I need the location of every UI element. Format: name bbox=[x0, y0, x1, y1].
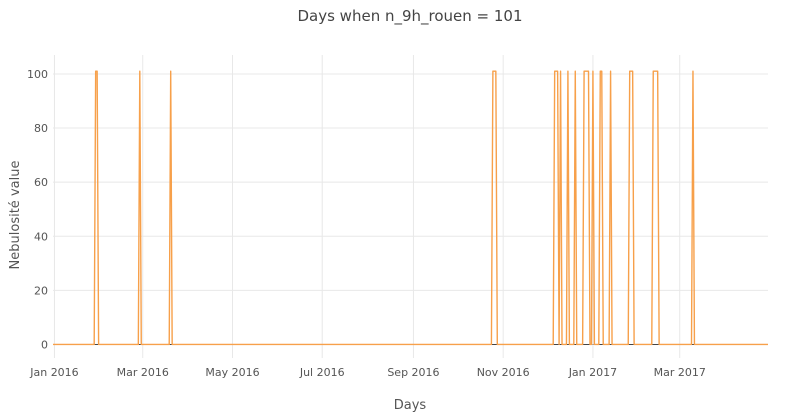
x-tick-label: Mar 2016 bbox=[117, 366, 169, 379]
x-tick-label: Jul 2016 bbox=[299, 366, 345, 379]
y-tick-label: 40 bbox=[34, 230, 48, 243]
plot-area bbox=[53, 70, 768, 346]
y-tick-label: 60 bbox=[34, 176, 48, 189]
x-tick-label: May 2016 bbox=[205, 366, 259, 379]
x-tick-label: Nov 2016 bbox=[477, 366, 530, 379]
x-axis-title: Days bbox=[394, 398, 427, 413]
x-tick-label: Jan 2017 bbox=[568, 366, 617, 379]
y-tick-label: 80 bbox=[34, 122, 48, 135]
x-tick-label: Sep 2016 bbox=[387, 366, 439, 379]
chart-title: Days when n_9h_rouen = 101 bbox=[297, 7, 522, 26]
y-tick-label: 100 bbox=[27, 68, 48, 81]
series-line bbox=[53, 70, 768, 346]
x-tick-label: Jan 2016 bbox=[29, 366, 78, 379]
tick-labels: 0 20 40 60 80 100 Jan 2016 Mar 2016 May 2016 Jul … bbox=[27, 68, 706, 379]
x-tick-label: Mar 2017 bbox=[654, 366, 706, 379]
y-axis-title: Nebulosité value bbox=[8, 161, 23, 270]
y-tick-label: 20 bbox=[34, 284, 48, 297]
y-tick-label: 0 bbox=[41, 338, 48, 351]
grid bbox=[53, 55, 768, 358]
